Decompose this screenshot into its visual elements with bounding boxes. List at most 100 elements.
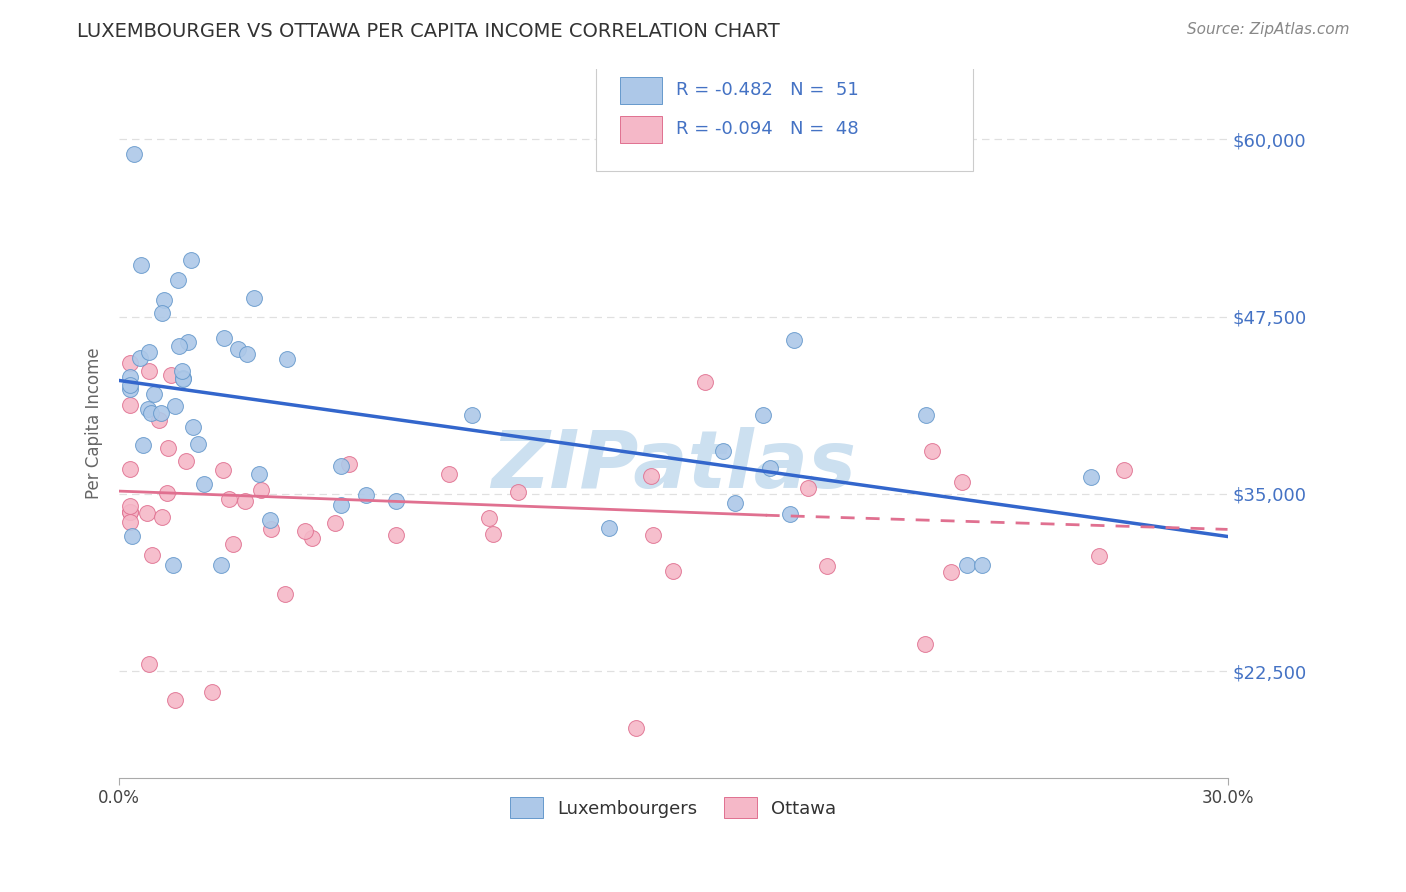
Point	[138, 345, 160, 359]
Point	[247, 467, 270, 482]
Point	[166, 273, 188, 287]
Point	[662, 564, 685, 578]
Point	[177, 335, 200, 350]
Point	[174, 454, 197, 468]
Point	[150, 510, 173, 524]
Text: ZIPatlas: ZIPatlas	[491, 426, 856, 505]
Point	[138, 657, 160, 672]
Point	[779, 507, 801, 521]
Point	[330, 458, 353, 473]
Point	[323, 516, 346, 530]
Point	[173, 370, 195, 384]
Point	[956, 558, 979, 572]
Point	[640, 469, 662, 483]
Point	[914, 408, 936, 422]
Point	[724, 496, 747, 510]
Point	[914, 637, 936, 651]
Point	[131, 258, 153, 272]
Text: R = -0.094   N =  48: R = -0.094 N = 48	[676, 120, 858, 137]
Point	[939, 565, 962, 579]
Point	[120, 505, 142, 519]
Point	[120, 500, 142, 514]
Point	[138, 364, 160, 378]
Point	[626, 721, 648, 735]
Point	[222, 537, 245, 551]
Point	[236, 347, 259, 361]
Point	[506, 485, 529, 500]
Point	[163, 692, 186, 706]
Point	[235, 494, 257, 508]
Text: LUXEMBOURGER VS OTTAWA PER CAPITA INCOME CORRELATION CHART: LUXEMBOURGER VS OTTAWA PER CAPITA INCOME…	[77, 22, 780, 41]
Point	[970, 558, 993, 572]
Point	[132, 438, 155, 452]
Point	[276, 352, 298, 367]
Point	[385, 528, 408, 542]
Point	[136, 402, 159, 417]
Point	[478, 511, 501, 525]
Point	[259, 513, 281, 527]
Point	[152, 293, 174, 307]
Point	[135, 507, 157, 521]
Point	[163, 400, 186, 414]
Point	[598, 521, 620, 535]
Point	[439, 467, 461, 482]
Point	[294, 524, 316, 539]
Point	[209, 558, 232, 572]
Point	[329, 499, 352, 513]
Point	[187, 437, 209, 451]
Point	[218, 491, 240, 506]
Point	[243, 291, 266, 305]
Point	[226, 342, 249, 356]
Point	[356, 488, 378, 502]
Point	[181, 420, 204, 434]
Point	[150, 406, 173, 420]
Point	[120, 382, 142, 396]
Point	[212, 463, 235, 477]
Point	[120, 505, 142, 519]
Point	[301, 531, 323, 545]
Point	[752, 408, 775, 422]
Point	[150, 306, 173, 320]
Point	[120, 461, 142, 475]
Point	[482, 527, 505, 541]
Point	[950, 475, 973, 489]
Point	[160, 368, 183, 382]
Point	[122, 146, 145, 161]
Y-axis label: Per Capita Income: Per Capita Income	[86, 347, 103, 499]
Legend: Luxembourgers, Ottawa: Luxembourgers, Ottawa	[503, 790, 844, 825]
Point	[193, 477, 215, 491]
Point	[120, 515, 142, 529]
FancyBboxPatch shape	[620, 116, 662, 143]
Point	[274, 587, 297, 601]
Point	[214, 331, 236, 345]
Point	[120, 370, 142, 384]
Text: R = -0.482   N =  51: R = -0.482 N = 51	[676, 81, 859, 99]
Point	[815, 558, 838, 573]
Point	[1088, 549, 1111, 563]
Point	[260, 523, 283, 537]
Point	[641, 528, 664, 542]
Point	[693, 375, 716, 389]
Point	[461, 408, 484, 422]
Point	[157, 441, 180, 455]
Point	[155, 486, 177, 500]
Point	[713, 444, 735, 458]
Point	[120, 378, 142, 392]
Point	[172, 372, 194, 386]
Point	[201, 685, 224, 699]
Point	[921, 444, 943, 458]
Point	[139, 406, 162, 420]
Point	[1114, 463, 1136, 477]
Point	[167, 339, 190, 353]
Point	[170, 364, 193, 378]
Point	[141, 548, 163, 562]
Text: Source: ZipAtlas.com: Source: ZipAtlas.com	[1187, 22, 1350, 37]
Point	[129, 351, 152, 366]
Point	[143, 386, 166, 401]
Point	[120, 356, 142, 370]
Point	[180, 252, 202, 267]
Point	[783, 333, 806, 347]
FancyBboxPatch shape	[620, 77, 662, 104]
Point	[385, 494, 408, 508]
Point	[1080, 470, 1102, 484]
